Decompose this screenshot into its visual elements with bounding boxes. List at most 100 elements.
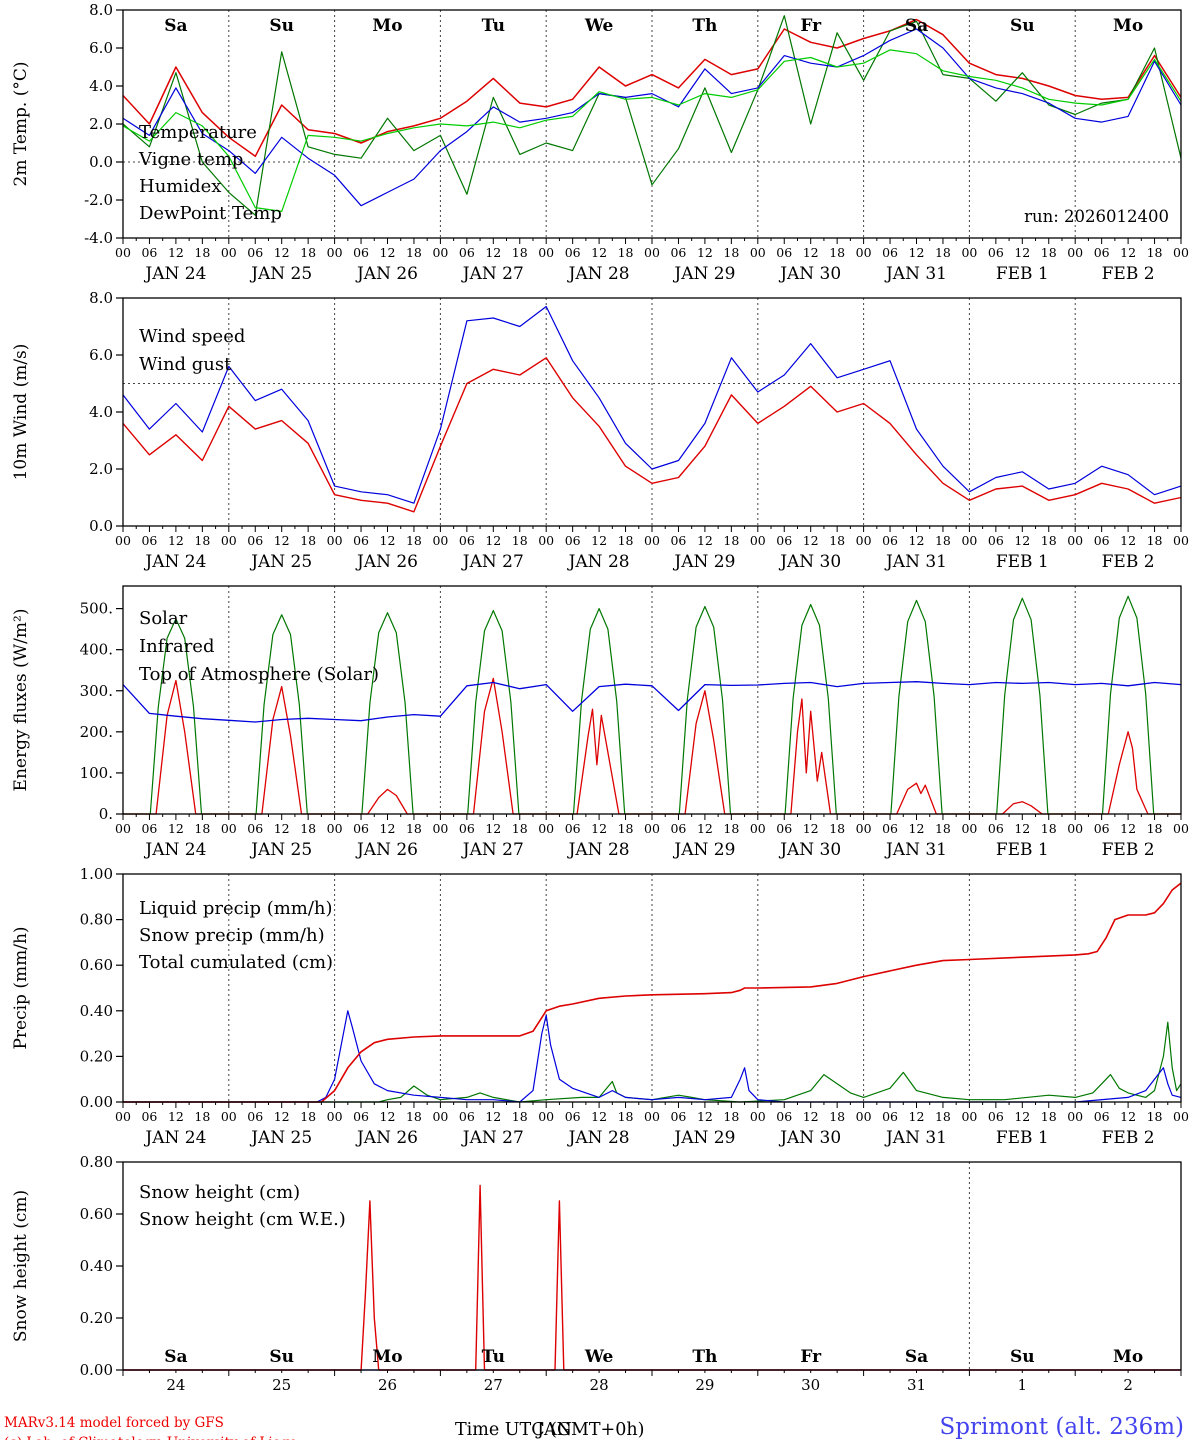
hour-label: 00 bbox=[644, 245, 660, 260]
y-tick-label: 4.0 bbox=[89, 403, 113, 421]
hour-label: 12 bbox=[380, 1109, 396, 1124]
hour-label: 00 bbox=[856, 245, 872, 260]
weekday-label: Th bbox=[692, 1347, 717, 1367]
hour-label: 12 bbox=[168, 245, 184, 260]
hour-label: 12 bbox=[274, 821, 290, 836]
y-tick-label: 8.0 bbox=[89, 292, 113, 307]
date-label: JAN 29 bbox=[672, 1128, 735, 1148]
hour-label: 12 bbox=[697, 1109, 713, 1124]
hour-label: 12 bbox=[380, 533, 396, 548]
wind-panel: 0.0 2.0 4.0 6.0 8.0 00 06 12 18 00 06 12 18 00 06 12 18 0… bbox=[0, 289, 1194, 580]
weekday-label: Tu bbox=[482, 16, 505, 36]
day-number-label: 1 bbox=[1018, 1376, 1028, 1394]
hour-label: 06 bbox=[988, 821, 1004, 836]
weekday-label: Sa bbox=[164, 16, 187, 36]
hour-label: 12 bbox=[380, 821, 396, 836]
hour-label: 00 bbox=[1173, 245, 1189, 260]
day-number-label: 31 bbox=[907, 1376, 926, 1394]
hour-label: 00 bbox=[1067, 1109, 1083, 1124]
series-total-cumulated-line bbox=[123, 882, 1182, 1103]
date-label: JAN 28 bbox=[567, 552, 630, 572]
hour-label: 18 bbox=[512, 245, 528, 260]
hour-label: 06 bbox=[988, 533, 1004, 548]
weekday-label: We bbox=[584, 16, 614, 36]
hour-label: 06 bbox=[776, 821, 792, 836]
date-label: JAN 26 bbox=[355, 264, 418, 284]
date-label: JAN 27 bbox=[461, 552, 524, 572]
hour-label: 18 bbox=[618, 821, 634, 836]
hour-label: 18 bbox=[1147, 245, 1163, 260]
series-wind-speed-line bbox=[122, 357, 1182, 513]
hour-label: 00 bbox=[644, 821, 660, 836]
day-number-label: 24 bbox=[166, 1376, 185, 1394]
hour-label: 18 bbox=[194, 1109, 210, 1124]
hour-label: 06 bbox=[565, 821, 581, 836]
hour-label: 00 bbox=[538, 533, 554, 548]
hour-label: 12 bbox=[1120, 533, 1136, 548]
hour-label: 06 bbox=[1094, 533, 1110, 548]
hour-label: 12 bbox=[1120, 245, 1136, 260]
hour-label: 00 bbox=[1173, 533, 1189, 548]
y-tick-label: 0.00 bbox=[80, 1361, 113, 1379]
weekday-label: Su bbox=[1010, 1347, 1035, 1367]
hour-label: 00 bbox=[961, 821, 977, 836]
series-wind-gust-line bbox=[122, 305, 1182, 504]
date-label: JAN 28 bbox=[567, 1128, 630, 1148]
y-axis-label: Precip (mm/h) bbox=[11, 926, 31, 1049]
hour-label: 00 bbox=[432, 533, 448, 548]
series-infrared-line bbox=[122, 681, 1182, 723]
y-tick-label: 2.0 bbox=[89, 460, 113, 478]
hour-label: 06 bbox=[670, 1109, 686, 1124]
hour-label: 12 bbox=[803, 245, 819, 260]
y-tick-label: 0.40 bbox=[80, 1002, 113, 1020]
hour-label: 18 bbox=[935, 245, 951, 260]
hour-label: 06 bbox=[776, 533, 792, 548]
weekday-label: Fr bbox=[800, 1347, 822, 1367]
hour-label: 00 bbox=[856, 821, 872, 836]
hour-label: 12 bbox=[485, 533, 501, 548]
hour-label: 18 bbox=[935, 1109, 951, 1124]
hour-label: 00 bbox=[1067, 245, 1083, 260]
y-tick-label: 0. bbox=[99, 805, 113, 823]
weekday-label: Mo bbox=[1113, 16, 1143, 36]
lab-credit: (c) Lab. of Climatology, University of L… bbox=[4, 1434, 297, 1440]
hour-label: 12 bbox=[697, 533, 713, 548]
energy-chart-svg: 0. 100. 200. 300. 400. 500. 00 06 12 18 00 06 12 18 00… bbox=[11, 585, 1189, 860]
y-tick-label: 200. bbox=[80, 723, 113, 741]
hour-label: 12 bbox=[274, 245, 290, 260]
hour-label: 06 bbox=[141, 245, 157, 260]
hour-label: 18 bbox=[723, 821, 739, 836]
hour-label: 06 bbox=[247, 1109, 263, 1124]
hour-label: 00 bbox=[1067, 533, 1083, 548]
hour-label: 06 bbox=[247, 245, 263, 260]
y-tick-label: 0.80 bbox=[80, 1156, 113, 1171]
hour-label: 00 bbox=[750, 533, 766, 548]
series-dewpoint-temp-line bbox=[122, 49, 1182, 212]
day-number-label: 26 bbox=[378, 1376, 397, 1394]
date-label: JAN 31 bbox=[884, 1128, 947, 1148]
hour-label: 06 bbox=[776, 245, 792, 260]
hour-label: 18 bbox=[1041, 245, 1057, 260]
hour-label: 18 bbox=[194, 245, 210, 260]
date-label: JAN 25 bbox=[249, 840, 312, 860]
hour-label: 18 bbox=[829, 245, 845, 260]
hour-label: 12 bbox=[591, 245, 607, 260]
date-label: JAN 31 bbox=[884, 264, 947, 284]
hour-label: 12 bbox=[1120, 1109, 1136, 1124]
y-tick-label: 8.0 bbox=[89, 1, 113, 19]
xaxis-title-wrap: Time UTC (GMT+0h) JAN bbox=[455, 1420, 644, 1440]
hour-label: 18 bbox=[723, 1109, 739, 1124]
date-label: JAN 25 bbox=[249, 264, 312, 284]
hour-label: 18 bbox=[829, 821, 845, 836]
hour-label: 06 bbox=[882, 245, 898, 260]
y-tick-label: 1.00 bbox=[80, 868, 113, 883]
y-axis-label: 2m Temp. (°C) bbox=[11, 61, 31, 186]
hour-label: 12 bbox=[1014, 1109, 1030, 1124]
y-tick-label: 0.20 bbox=[80, 1309, 113, 1327]
date-label: JAN 30 bbox=[778, 1128, 841, 1148]
legend-humidex: Humidex bbox=[139, 176, 221, 197]
hour-label: 06 bbox=[565, 245, 581, 260]
hour-label: 00 bbox=[538, 821, 554, 836]
date-label: JAN 26 bbox=[355, 1128, 418, 1148]
